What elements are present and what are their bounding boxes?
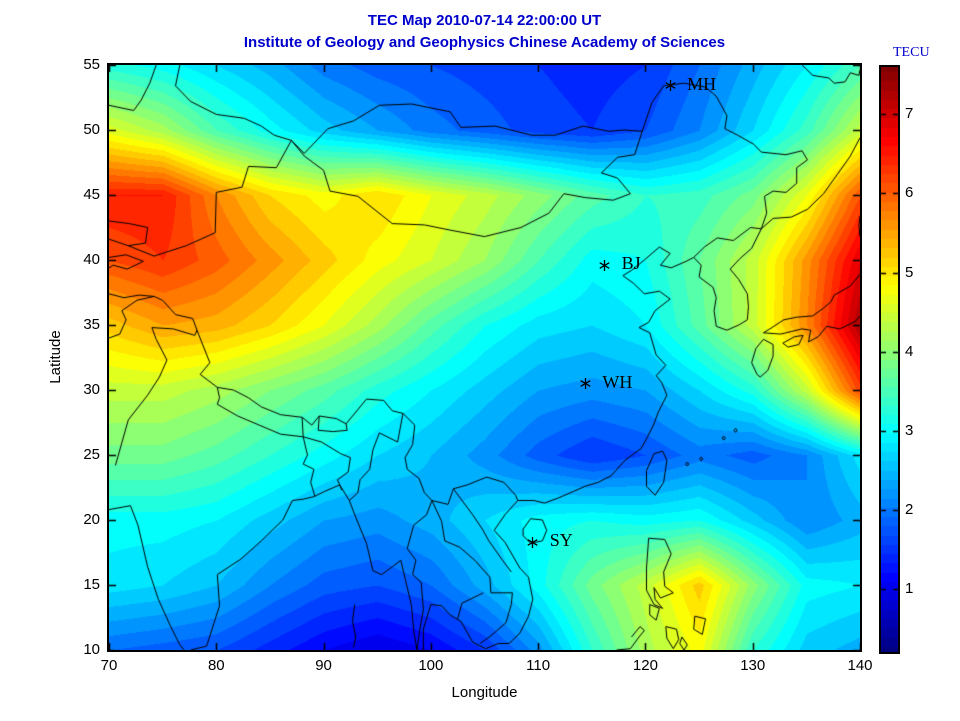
y-tick-55: 55 <box>83 56 100 73</box>
figure-subtitle: Institute of Geology and Geophysics Chin… <box>243 34 726 51</box>
asterisk-marker-icon <box>527 536 538 548</box>
colorbar-canvas <box>881 67 898 652</box>
colorbar-tick-6: 6 <box>905 183 914 201</box>
y-tick-40: 40 <box>83 251 100 268</box>
y-tick-15: 15 <box>83 576 100 593</box>
y-tick-45: 45 <box>83 186 100 203</box>
asterisk-marker-icon <box>664 80 676 92</box>
x-tick-140: 140 <box>847 657 873 674</box>
colorbar-unit-label: TECU <box>893 45 930 60</box>
asterisk-marker-icon <box>599 259 610 271</box>
colorbar-tick-2: 2 <box>905 500 914 518</box>
colorbar <box>879 65 900 654</box>
x-tick-110: 110 <box>526 657 551 674</box>
y-tick-35: 35 <box>83 316 100 333</box>
colorbar-tick-4: 4 <box>905 342 914 360</box>
y-tick-20: 20 <box>83 511 100 528</box>
x-tick-100: 100 <box>418 657 444 674</box>
colorbar-tick-5: 5 <box>905 263 914 281</box>
y-tick-50: 50 <box>83 121 100 138</box>
y-tick-30: 30 <box>83 381 100 398</box>
x-tick-120: 120 <box>632 657 658 674</box>
map-plot-area: MH BJ WH SY <box>107 63 862 652</box>
x-axis-label: Longitude <box>451 684 518 701</box>
station-label-mh: MH <box>687 73 717 94</box>
asterisk-marker-icon <box>580 378 591 389</box>
x-tick-70: 70 <box>100 657 118 674</box>
x-tick-80: 80 <box>207 657 225 674</box>
y-tick-25: 25 <box>83 446 100 463</box>
figure-title: TEC Map 2010-07-14 22:00:00 UT <box>367 12 602 29</box>
tec-heatmap-canvas <box>109 65 860 650</box>
colorbar-tick-7: 7 <box>905 104 914 122</box>
colorbar-tick-1: 1 <box>905 579 914 597</box>
colorbar-tick-3: 3 <box>905 421 914 439</box>
x-tick-90: 90 <box>315 657 332 674</box>
y-tick-10: 10 <box>83 641 100 658</box>
x-tick-130: 130 <box>740 657 766 674</box>
station-label-wh: WH <box>602 371 633 392</box>
station-label-sy: SY <box>549 530 573 551</box>
station-label-bj: BJ <box>621 253 641 274</box>
y-axis-label: Latitude <box>47 330 64 384</box>
